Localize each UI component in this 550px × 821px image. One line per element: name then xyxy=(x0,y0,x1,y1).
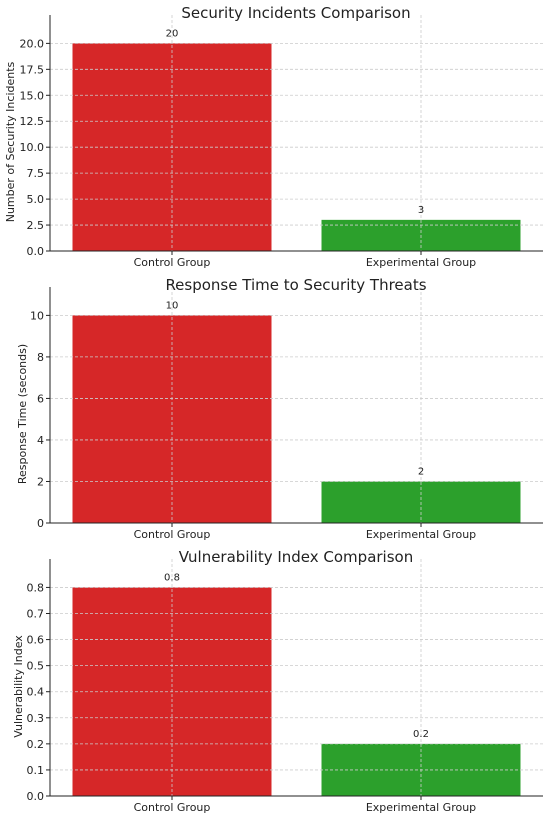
y-tick-label: 0.3 xyxy=(27,712,45,725)
y-axis-label: Response Time (seconds) xyxy=(16,344,29,484)
y-tick-label: 10 xyxy=(30,309,44,322)
y-axis-label: Vulnerability Index xyxy=(12,635,25,738)
x-tick-label: Experimental Group xyxy=(366,256,476,269)
data-label: 10 xyxy=(166,300,179,311)
y-tick-label: 4 xyxy=(37,434,44,447)
y-tick-label: 15.0 xyxy=(20,89,45,102)
y-tick-label: 2 xyxy=(37,475,44,488)
x-tick-label: Control Group xyxy=(134,801,211,814)
y-tick-label: 0.8 xyxy=(27,581,45,594)
y-tick-label: 0.0 xyxy=(27,790,45,803)
y-tick-label: 0.2 xyxy=(27,738,45,751)
y-tick-label: 0.4 xyxy=(27,686,45,699)
y-tick-label: 0.5 xyxy=(27,660,45,673)
y-tick-label: 20.0 xyxy=(20,37,45,50)
data-label: 0.8 xyxy=(164,572,180,583)
x-tick-label: Experimental Group xyxy=(366,801,476,814)
chart-title: Response Time to Security Threats xyxy=(165,276,426,294)
data-label: 0.2 xyxy=(413,729,429,740)
x-tick-label: Control Group xyxy=(134,528,211,541)
chart-title: Vulnerability Index Comparison xyxy=(179,548,413,566)
y-tick-label: 0.1 xyxy=(27,764,45,777)
data-label: 20 xyxy=(166,28,179,39)
y-tick-label: 8 xyxy=(37,351,44,364)
y-tick-label: 0.7 xyxy=(27,608,45,621)
y-tick-label: 7.5 xyxy=(27,167,45,180)
y-tick-label: 12.5 xyxy=(20,115,45,128)
y-tick-label: 10.0 xyxy=(20,141,45,154)
x-tick-label: Experimental Group xyxy=(366,528,476,541)
y-tick-label: 0 xyxy=(37,517,44,530)
data-label: 2 xyxy=(418,466,424,477)
y-axis-label: Number of Security Incidents xyxy=(4,61,17,222)
data-label: 3 xyxy=(418,205,424,216)
x-tick-label: Control Group xyxy=(134,256,211,269)
y-tick-label: 2.5 xyxy=(27,219,45,232)
y-tick-label: 0.6 xyxy=(27,634,45,647)
chart-title: Security Incidents Comparison xyxy=(181,4,410,22)
y-tick-label: 0.0 xyxy=(27,245,45,258)
y-tick-label: 5.0 xyxy=(27,193,45,206)
y-tick-label: 17.5 xyxy=(20,63,45,76)
y-tick-label: 6 xyxy=(37,392,44,405)
